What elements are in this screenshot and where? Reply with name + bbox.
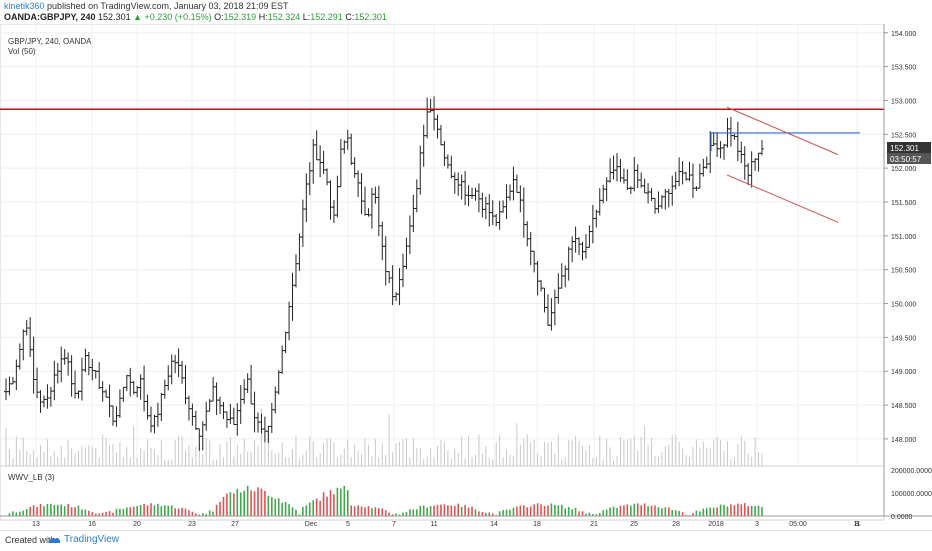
low-label: L: (302, 12, 311, 22)
x-tick-label: 18 (533, 521, 541, 528)
y-tick-label: 151.500 (891, 200, 916, 207)
publish-line: kinetik360 published on TradingView.com,… (4, 1, 289, 11)
author-link[interactable]: kinetik360 (4, 1, 45, 11)
y-tick-label: 152.500 (891, 132, 916, 139)
channel-lower-line (726, 174, 839, 223)
osc-tick-label: 200000.0000 (891, 468, 932, 475)
legend-title: GBP/JPY, 240, OANDA (8, 37, 92, 46)
osc-tick-label: 0.0000 (891, 514, 913, 521)
price-badge (887, 142, 931, 153)
x-tick-label: 25 (630, 521, 638, 528)
open-value: 152.319 (223, 12, 257, 22)
y-tick-label: 148.500 (891, 403, 916, 410)
price-badge-text: 152.301 (890, 144, 919, 153)
y-tick-label: 153.500 (891, 65, 916, 72)
change-value: ▲ +0.230 (+0.15%) (133, 12, 212, 22)
x-tick-label: Dec (305, 521, 318, 528)
x-tick-label: 05:00 (789, 521, 807, 528)
y-tick-label: 149.000 (891, 369, 916, 376)
x-tick-label: 11 (853, 521, 860, 528)
x-tick-label: 20 (133, 521, 141, 528)
y-tick-label: 148.000 (891, 437, 916, 444)
x-tick-label: 5 (346, 521, 350, 528)
legend-indicator: WWV_LB (3) (8, 473, 55, 482)
close-value: 152.301 (354, 12, 387, 22)
x-tick-label: 7 (392, 521, 396, 528)
x-tick-label: 13 (32, 521, 40, 528)
y-tick-label: 149.500 (891, 335, 916, 342)
y-tick-label: 154.000 (891, 31, 916, 38)
tradingview-logo-icon (48, 537, 60, 543)
last-price: 152.301 (98, 12, 131, 22)
x-tick-label: 11 (430, 521, 437, 528)
y-tick-label: 150.500 (891, 268, 916, 275)
x-tick-label: 27 (231, 521, 239, 528)
wwv-histogram (5, 485, 763, 516)
drawing-lines (0, 106, 884, 223)
grid (0, 24, 885, 521)
channel-upper-line (726, 106, 839, 156)
x-tick-label: 28 (672, 521, 680, 528)
countdown-badge-text: 03:50:57 (890, 155, 922, 164)
y-tick-label: 152.000 (891, 166, 916, 173)
osc-tick-label: 100000.0000 (891, 491, 932, 498)
x-tick-label: 14 (490, 521, 498, 528)
y-tick-label: 153.000 (891, 98, 916, 105)
legend-volume: Vol (50) (8, 47, 36, 56)
y-tick-label: 150.000 (891, 302, 916, 309)
x-tick-label: 16 (88, 521, 96, 528)
axes: 154.000 153.500 153.000 152.500 152.000 151.5… (0, 24, 932, 528)
y-tick-label: 151.000 (891, 234, 916, 241)
created-with-text: Created with (5, 535, 56, 545)
high-value: 152.324 (267, 12, 301, 22)
footer: Created with TradingView (0, 530, 932, 551)
volume-bars (5, 408, 763, 466)
price-bars (4, 96, 764, 451)
x-tick-label: 3 (755, 521, 759, 528)
close-label: C: (345, 12, 355, 22)
publish-info: published on TradingView.com, January 03… (47, 1, 289, 11)
x-tick-label: 8 (855, 521, 859, 528)
x-tick-label: 21 (590, 521, 598, 528)
open-label: O: (214, 12, 224, 22)
countdown-badge (887, 153, 931, 164)
tradingview-name: TradingView (64, 534, 120, 545)
chart-canvas[interactable]: 154.000 153.500 153.000 152.500 152.000 151.5… (0, 24, 932, 530)
low-value: 152.291 (310, 12, 343, 22)
blue-level-line (710, 132, 860, 152)
x-tick-label: 23 (188, 521, 196, 528)
quote-line: OANDA:GBPJPY, 240 152.301 ▲ +0.230 (+0.1… (4, 12, 387, 22)
high-label: H: (258, 12, 268, 22)
chart-header: kinetik360 published on TradingView.com,… (0, 0, 932, 24)
x-tick-label: 2018 (708, 521, 724, 528)
tradingview-brand[interactable]: TradingView (47, 534, 119, 545)
symbol-label: OANDA:GBPJPY, 240 (4, 12, 96, 22)
